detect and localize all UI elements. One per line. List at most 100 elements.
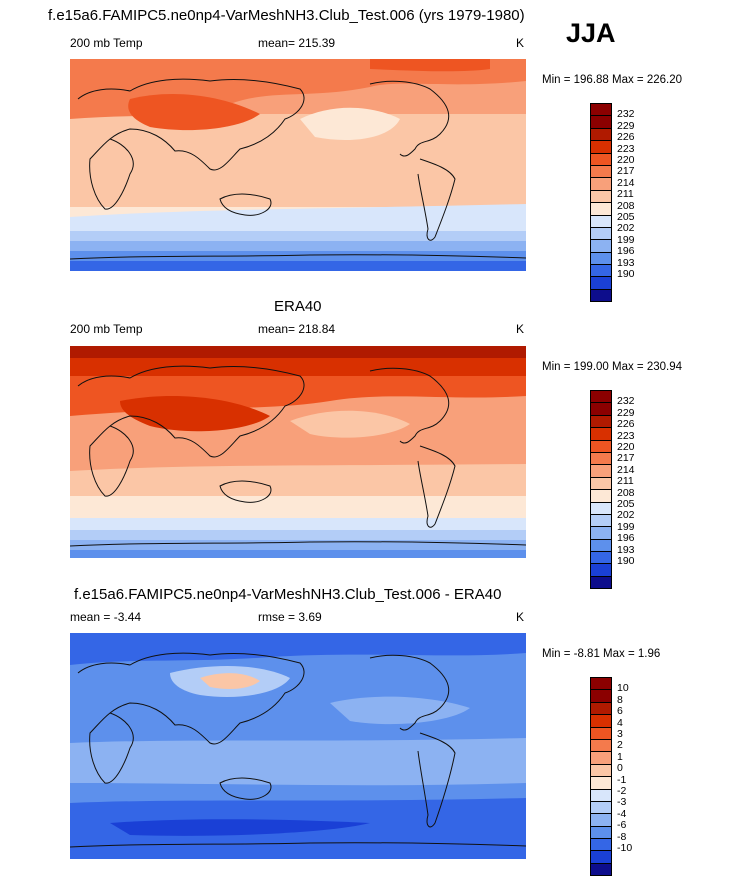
colorbar-tick-label: -4 xyxy=(617,807,627,820)
colorbar-tick-label: 1 xyxy=(617,750,623,763)
colorbar-tick-label: 232 xyxy=(617,395,635,408)
colorbar-tick-label: 205 xyxy=(617,498,635,510)
colorbar-swatch xyxy=(590,714,612,727)
colorbar-swatch xyxy=(590,538,612,552)
colorbar-swatch xyxy=(590,813,612,826)
colorbar-swatch xyxy=(590,800,612,814)
colorbar-tick-label: -10 xyxy=(617,842,633,854)
colorbar-swatch xyxy=(590,788,612,801)
colorbar-swatch xyxy=(590,189,612,203)
colorbar-tick-label: 217 xyxy=(617,165,635,178)
panel-1-mean-label: mean= 215.39 xyxy=(258,36,336,50)
colorbar-tick-label: 199 xyxy=(617,233,635,246)
season-label: JJA xyxy=(566,18,616,48)
colorbar-swatch xyxy=(590,776,612,789)
panel-2-mean-label: mean= 218.84 xyxy=(258,322,336,336)
panel-2-min-max: Min = 199.00 Max = 230.94 xyxy=(542,361,683,373)
colorbar-tick-label: 202 xyxy=(617,509,635,522)
panel-3-colorbar xyxy=(590,677,612,876)
colorbar-tick-label: 199 xyxy=(617,520,635,533)
colorbar-tick-label: 10 xyxy=(617,682,629,695)
panel-3-map xyxy=(70,633,526,859)
colorbar-swatch xyxy=(590,427,612,440)
colorbar-tick-label: 193 xyxy=(617,543,635,556)
colorbar-swatch xyxy=(590,526,612,539)
panel-2-title: ERA40 xyxy=(274,298,322,315)
colorbar-swatch xyxy=(590,738,612,752)
colorbar-tick-label: 232 xyxy=(617,108,635,121)
colorbar-tick-label: 2 xyxy=(617,739,623,752)
colorbar-swatch xyxy=(590,177,612,190)
page-title: f.e15a6.FAMIPC5.ne0np4-VarMeshNH3.Club_T… xyxy=(48,7,525,24)
colorbar-swatch xyxy=(590,751,612,764)
colorbar-swatch xyxy=(590,239,612,252)
colorbar-tick-label: 190 xyxy=(617,555,635,567)
colorbar-swatch xyxy=(590,115,612,128)
colorbar-tick-label: 226 xyxy=(617,418,635,431)
colorbar-swatch xyxy=(590,862,612,876)
colorbar-swatch xyxy=(590,276,612,289)
colorbar-swatch xyxy=(590,575,612,590)
colorbar-swatch xyxy=(590,763,612,777)
panel-2-units: K xyxy=(516,322,525,336)
colorbar-swatch xyxy=(590,701,612,715)
colorbar-tick-label: 196 xyxy=(617,245,635,258)
colorbar-swatch xyxy=(590,677,612,690)
colorbar-swatch xyxy=(590,264,612,277)
colorbar-tick-label: 3 xyxy=(617,728,623,740)
colorbar-tick-label: 208 xyxy=(617,199,635,212)
colorbar-swatch xyxy=(590,513,612,527)
colorbar-tick-label: -2 xyxy=(617,785,627,797)
colorbar-tick-label: 217 xyxy=(617,452,635,465)
colorbar-swatch xyxy=(590,152,612,165)
panel-1-colorbar xyxy=(590,103,612,303)
colorbar-swatch xyxy=(590,288,612,303)
panel-1-variable-label: 200 mb Temp xyxy=(70,36,143,50)
colorbar-tick-label: 208 xyxy=(617,486,635,499)
panel-3-min-max: Min = -8.81 Max = 1.96 xyxy=(542,648,661,660)
colorbar-swatch xyxy=(590,464,612,477)
colorbar-tick-label: 6 xyxy=(617,705,623,718)
colorbar-swatch xyxy=(590,451,612,465)
panel-3-title: f.e15a6.FAMIPC5.ne0np4-VarMeshNH3.Club_T… xyxy=(74,586,502,603)
panel-2-map xyxy=(70,346,526,558)
panel-2-variable-label: 200 mb Temp xyxy=(70,322,143,336)
colorbar-tick-label: 229 xyxy=(617,406,635,419)
colorbar-tick-label: 193 xyxy=(617,256,635,269)
panel-3-rmse-label: rmse = 3.69 xyxy=(258,610,322,624)
colorbar-swatch xyxy=(590,127,612,141)
colorbar-swatch xyxy=(590,251,612,265)
colorbar-swatch xyxy=(590,414,612,428)
panel-1-units: K xyxy=(516,36,525,50)
colorbar-tick-label: 205 xyxy=(617,211,635,223)
colorbar-tick-label: -3 xyxy=(617,796,627,809)
colorbar-tick-label: 220 xyxy=(617,441,635,453)
colorbar-tick-label: 190 xyxy=(617,268,635,280)
colorbar-tick-label: -8 xyxy=(617,830,627,843)
panel-2-colorbar xyxy=(590,390,612,590)
colorbar-swatch xyxy=(590,140,612,153)
colorbar-tick-label: 202 xyxy=(617,222,635,235)
colorbar-swatch xyxy=(590,476,612,490)
colorbar-tick-label: -1 xyxy=(617,773,627,786)
colorbar-swatch xyxy=(590,103,612,116)
colorbar-tick-label: 0 xyxy=(617,762,623,775)
colorbar-tick-label: 196 xyxy=(617,532,635,545)
colorbar-swatch xyxy=(590,825,612,839)
colorbar-tick-label: 220 xyxy=(617,154,635,166)
colorbar-swatch xyxy=(590,838,612,851)
colorbar-tick-label: 211 xyxy=(617,475,634,488)
colorbar-tick-label: 214 xyxy=(617,176,635,189)
colorbar-tick-label: 8 xyxy=(617,693,623,706)
colorbar-swatch xyxy=(590,689,612,702)
colorbar-tick-label: 214 xyxy=(617,463,635,476)
colorbar-swatch xyxy=(590,164,612,178)
colorbar-swatch xyxy=(590,850,612,863)
colorbar-swatch xyxy=(590,563,612,576)
colorbar-swatch xyxy=(590,402,612,415)
colorbar-tick-label: 226 xyxy=(617,131,635,144)
colorbar-tick-label: 223 xyxy=(617,142,635,155)
colorbar-tick-label: 229 xyxy=(617,119,635,132)
colorbar-swatch xyxy=(590,226,612,240)
panel-1-map xyxy=(70,59,526,271)
